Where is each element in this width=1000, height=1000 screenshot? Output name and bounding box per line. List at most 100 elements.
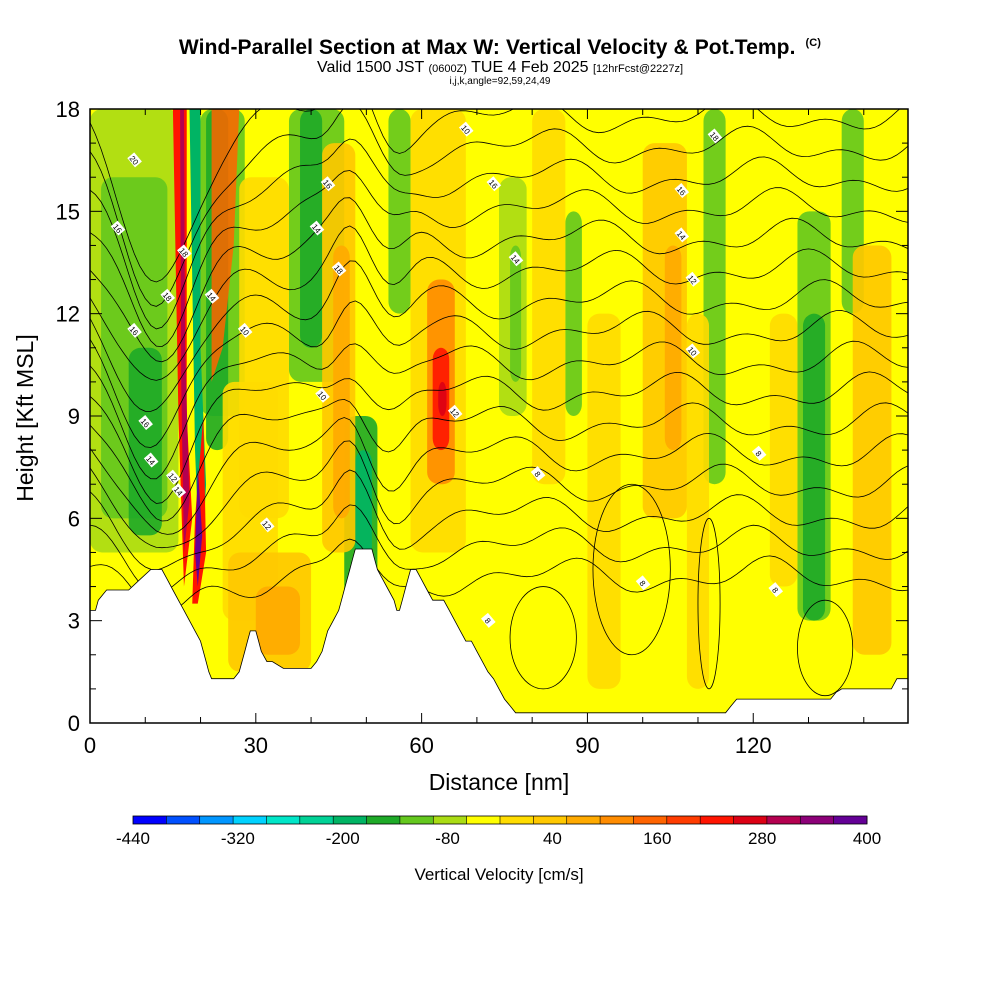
isentrope-label-bg	[127, 322, 142, 338]
isentrope-label-bg	[508, 251, 524, 267]
isentrope-label-bg	[486, 176, 502, 192]
y-tick-label: 18	[56, 97, 80, 122]
isentrope-label-bg	[259, 517, 275, 533]
isentrope-label-bg	[309, 220, 325, 236]
x-tick-label: 0	[84, 733, 96, 758]
isentrope-label: 8	[768, 582, 784, 598]
isentrope-label-bg	[685, 343, 701, 359]
y-tick-label: 6	[68, 506, 80, 531]
velocity-band	[255, 586, 301, 655]
isentrope-label-bg	[320, 176, 336, 192]
isentrope-label-text: 8	[532, 470, 542, 480]
isentrope-label-bg	[768, 582, 784, 598]
colorbar-swatch	[466, 816, 501, 824]
isentrope-line	[90, 398, 908, 522]
isentrope-label-bg	[165, 469, 181, 485]
velocity-band	[333, 245, 350, 519]
colorbar-swatch	[566, 816, 601, 824]
isentrope-label: 8	[530, 466, 546, 482]
colorbar-label: Vertical Velocity [cm/s]	[414, 865, 583, 884]
isentrope-line	[90, 371, 908, 504]
velocity-band	[565, 211, 582, 416]
isentrope-line	[90, 417, 908, 535]
isentrope-line	[90, 440, 908, 549]
isentrope-label-text: 8	[754, 449, 764, 459]
colorbar-swatch	[800, 816, 835, 824]
isentrope-label-bg	[171, 483, 187, 499]
velocity-band	[300, 109, 323, 348]
velocity-band	[769, 313, 798, 587]
colorbar-swatch	[166, 816, 201, 824]
chart-title-block: Wind-Parallel Section at Max W: Vertical…	[0, 36, 1000, 87]
isentrope-labels: 2016181814161614121410141816101210816141…	[110, 121, 784, 628]
isentrope-label-text: 8	[637, 579, 647, 589]
terrain-polygon	[89, 548, 909, 724]
colorbar-tick-label: 40	[543, 829, 562, 848]
isentrope-label: 8	[481, 612, 496, 628]
isentrope-label-bg	[635, 575, 651, 591]
chart-title: Wind-Parallel Section at Max W: Vertical…	[0, 36, 1000, 60]
updraft-upper	[211, 109, 240, 382]
x-tick-label: 30	[244, 733, 268, 758]
colorbar-swatch	[533, 816, 568, 824]
velocity-band	[438, 381, 447, 416]
isentrope-label-bg	[204, 288, 220, 304]
isentrope-line	[90, 109, 901, 283]
x-axis-label: Distance [nm]	[429, 769, 570, 795]
isentrope-label-bg	[481, 612, 496, 628]
isentrope-label-text: 8	[483, 616, 493, 626]
velocity-band	[686, 313, 710, 689]
y-tick-label: 0	[68, 711, 80, 736]
velocity-band	[802, 313, 826, 621]
isentrope-line	[90, 197, 908, 363]
isentrope-label-bg	[458, 121, 474, 137]
colorbar-tick-label: -200	[326, 829, 360, 848]
velocity-band	[239, 177, 289, 519]
colorbar-tick-label: -440	[116, 829, 150, 848]
velocity-band	[664, 245, 682, 451]
isentrope-line	[90, 538, 908, 616]
colorbar: -440 -320 -200 -80 40 160 280 400	[116, 815, 881, 848]
terrain	[89, 548, 909, 724]
isentrope-line	[90, 260, 908, 412]
valid-prefix: Valid 1500 JST	[316, 59, 424, 76]
y-tick-label: 3	[68, 609, 80, 634]
isentrope-label-bg	[685, 271, 701, 287]
isentrope-label-bg	[160, 288, 176, 304]
velocity-band	[587, 313, 621, 689]
isentrope-label-bg	[127, 152, 142, 168]
isentrope-label-bg	[447, 404, 463, 420]
isentrope-label-bg	[177, 244, 192, 260]
isentrope-label-bg	[674, 183, 690, 199]
chart-title-text: Wind-Parallel Section at Max W: Vertical…	[178, 36, 796, 59]
isentrope-line	[90, 340, 908, 480]
x-tick-label: 120	[735, 733, 772, 758]
x-tick-label: 60	[409, 733, 433, 758]
colorbar-swatch	[133, 816, 167, 824]
isentrope-label-bg	[707, 128, 723, 144]
colorbar-swatch	[833, 816, 868, 824]
isentrope-line	[90, 469, 908, 571]
isentrope-label-bg	[530, 466, 546, 482]
isentrope-label-bg	[331, 261, 347, 277]
velocity-band	[532, 109, 566, 485]
colorbar-swatch	[333, 816, 368, 824]
y-tick-label: 9	[68, 404, 80, 429]
isentrope-label-text: 8	[770, 586, 780, 596]
colorbar-swatch	[366, 816, 401, 824]
isentrope-label: 8	[751, 445, 767, 461]
isentrope-line	[90, 170, 908, 348]
isentrope-label-bg	[110, 220, 126, 236]
colorbar-tick-label: 280	[748, 829, 776, 848]
velocity-band	[388, 109, 411, 314]
x-tick-label: 90	[575, 733, 599, 758]
isentrope-label-bg	[237, 322, 253, 338]
isentrope-label-bg	[143, 452, 159, 468]
colorbar-tick-label: -80	[435, 829, 460, 848]
colorbar-swatch	[766, 816, 801, 824]
updraft-max	[195, 467, 203, 587]
isentrope-line	[90, 138, 908, 330]
isentrope-line	[90, 300, 908, 448]
isentrope-label-bg	[751, 445, 767, 461]
